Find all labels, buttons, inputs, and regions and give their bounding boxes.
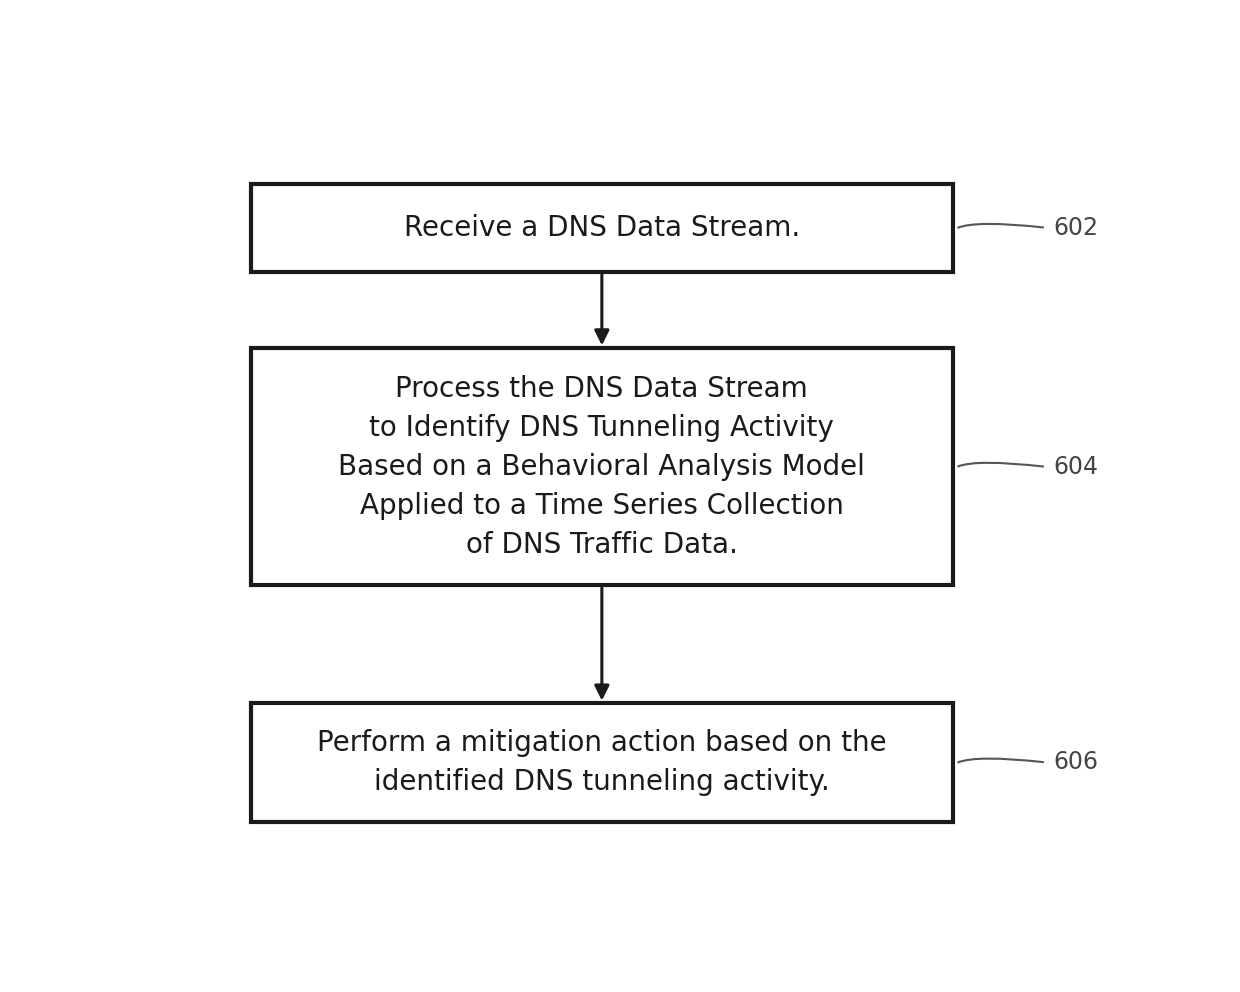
FancyBboxPatch shape	[250, 703, 952, 821]
Text: 604: 604	[1054, 454, 1099, 478]
Text: Process the DNS Data Stream
to Identify DNS Tunneling Activity
Based on a Behavi: Process the DNS Data Stream to Identify …	[339, 375, 866, 558]
FancyBboxPatch shape	[250, 348, 952, 585]
Text: 602: 602	[1054, 215, 1099, 239]
Text: Perform a mitigation action based on the
identified DNS tunneling activity.: Perform a mitigation action based on the…	[317, 729, 887, 796]
FancyBboxPatch shape	[250, 184, 952, 272]
Text: 606: 606	[1054, 750, 1099, 774]
Text: Receive a DNS Data Stream.: Receive a DNS Data Stream.	[404, 214, 800, 242]
